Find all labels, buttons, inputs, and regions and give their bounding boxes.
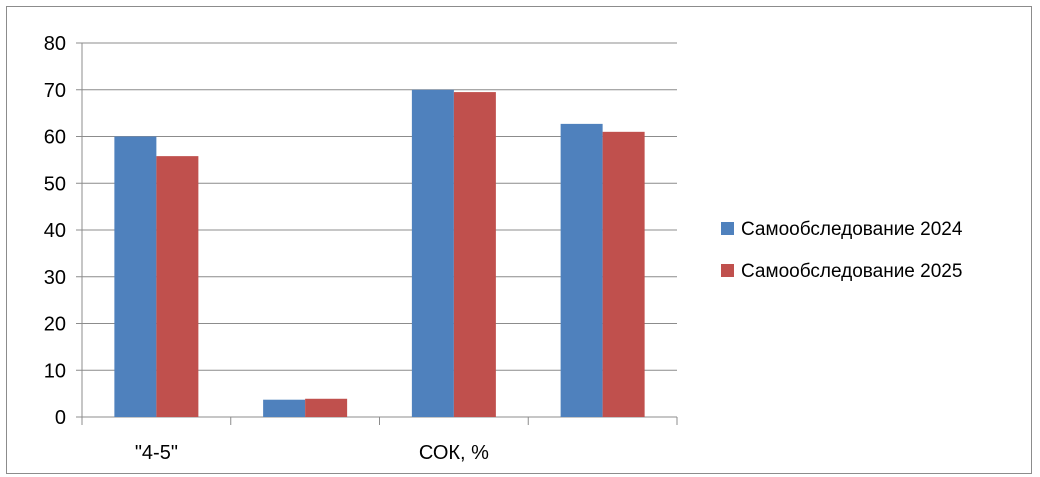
legend-swatch <box>721 222 734 235</box>
bar <box>263 399 306 417</box>
legend: Самообследование 2024 Самообследование 20… <box>721 219 963 282</box>
y-tick-label: 40 <box>44 220 66 242</box>
y-tick-label: 80 <box>44 33 66 55</box>
y-tick-label: 60 <box>44 127 66 149</box>
y-tick-label: 30 <box>44 267 66 289</box>
legend-label: Самообследование 2024 <box>741 219 963 240</box>
bar <box>453 92 496 418</box>
bar <box>411 89 454 417</box>
bar <box>156 156 199 417</box>
bar <box>560 123 603 417</box>
y-tick-label: 0 <box>55 407 66 429</box>
bars <box>114 89 645 418</box>
legend-label: Самообследование 2025 <box>741 261 962 282</box>
bar <box>114 136 157 417</box>
bar <box>602 131 645 417</box>
y-tick-label: 70 <box>44 80 66 102</box>
legend-swatch <box>721 264 734 277</box>
y-tick-label: 10 <box>44 360 66 382</box>
x-tick-label: "4-5" <box>135 442 178 464</box>
y-tick-label: 20 <box>44 314 66 336</box>
x-tick-label: СОК, % <box>419 442 489 464</box>
y-tick-label: 50 <box>44 173 66 195</box>
bar <box>305 398 348 417</box>
x-axis: "4-5" СОК, % <box>81 416 678 464</box>
y-axis: 0 10 20 30 40 50 60 70 80 <box>44 33 83 429</box>
